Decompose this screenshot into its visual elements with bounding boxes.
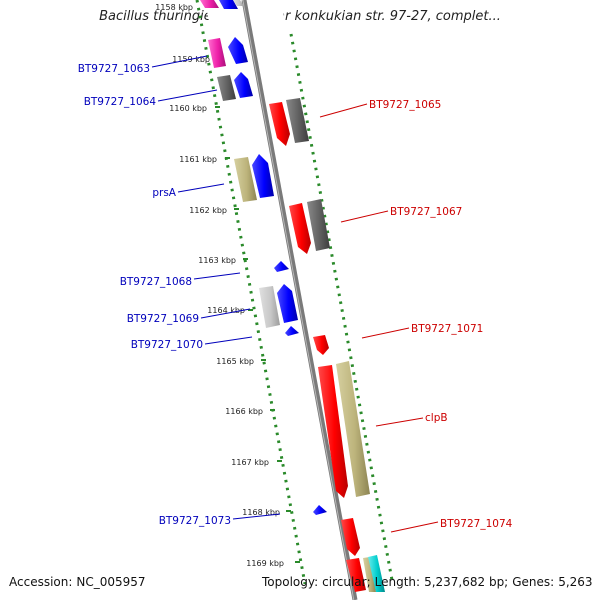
scale-tick-1168: 1168 kbp: [242, 508, 291, 517]
gene-BT9727-1070[interactable]: [285, 326, 299, 336]
scale-tick-1164: 1164 kbp: [207, 306, 253, 315]
left-label-text: BT9727_1063: [78, 63, 150, 75]
label-BT9727_1069[interactable]: BT9727_1069: [127, 308, 251, 325]
right-label-text: BT9727_1071: [411, 323, 483, 335]
label-BT9727_1070[interactable]: BT9727_1070: [131, 336, 253, 351]
gene-clpB[interactable]: [318, 365, 348, 498]
left-label-text: BT9727_1064: [84, 96, 157, 108]
scale-ticks: 1158 kbp 1159 kbp 1160 kbp 1161 kbp 1162…: [155, 3, 300, 568]
scale-tick-label: 1168 kbp: [242, 508, 280, 517]
gene-BT9727-1071[interactable]: [313, 335, 329, 355]
gene-olive-bottom[interactable]: [363, 557, 376, 592]
topology-label: Topology:: [262, 575, 319, 589]
scale-tick-label: 1167 kbp: [231, 458, 269, 467]
gene-BT9727-1068[interactable]: [274, 261, 289, 272]
label-BT9727_1064[interactable]: BT9727_1064: [84, 89, 218, 108]
scale-tick-label: 1163 kbp: [198, 256, 236, 265]
scale-tick-1160: 1160 kbp: [169, 104, 220, 113]
length-label: Length:: [374, 575, 421, 589]
gene-BT9727-1067[interactable]: [289, 203, 311, 254]
left-labels: BT9727_1063 BT9727_1064 prsA BT9727_1068…: [78, 55, 281, 527]
scale-tick-label: 1158 kbp: [155, 3, 193, 12]
left-label-text: BT9727_1073: [159, 515, 231, 527]
genome-backbone: [241, 0, 358, 600]
label-BT9727_1074[interactable]: BT9727_1074: [390, 518, 513, 533]
left-label-text: BT9727_1070: [131, 339, 203, 351]
label-BT9727_1073[interactable]: BT9727_1073: [159, 513, 281, 527]
scale-tick-1167: 1167 kbp: [231, 458, 282, 467]
scale-tick-label: 1162 kbp: [189, 206, 227, 215]
accession-value: NC_005957: [76, 575, 146, 589]
label-BT9727_1065[interactable]: BT9727_1065: [319, 99, 441, 118]
gene-dgray-1065b[interactable]: [286, 98, 309, 143]
left-label-text: BT9727_1069: [127, 313, 199, 325]
scale-tick-1165: 1165 kbp: [216, 357, 266, 366]
scale-tick-label: 1166 kbp: [225, 407, 263, 416]
gene-BT9727-1069[interactable]: [277, 284, 298, 323]
length-value: 5,237,682 bp;: [424, 575, 509, 589]
footer-accession: Accession: NC_005957: [9, 575, 146, 589]
left-dotted-guide: [195, 0, 307, 585]
right-labels: BT9727_1065 BT9727_1067 BT9727_1071 clpB…: [319, 99, 513, 533]
gene-cyan-bottom[interactable]: [368, 555, 385, 592]
scale-tick-label: 1160 kbp: [169, 104, 207, 113]
right-label-text: clpB: [425, 412, 448, 424]
scale-tick-label: 1165 kbp: [216, 357, 254, 366]
gene-BT9727-1064[interactable]: [217, 75, 236, 101]
gene-gray-top[interactable]: [233, 0, 244, 6]
label-BT9727_1067[interactable]: BT9727_1067: [340, 206, 462, 223]
label-BT9727_1068[interactable]: BT9727_1068: [120, 272, 241, 288]
right-label-text: BT9727_1065: [369, 99, 441, 111]
genes-label: Genes:: [512, 575, 555, 589]
scale-tick-1161: 1161 kbp: [179, 155, 230, 164]
gene-lgray-1069[interactable]: [259, 286, 280, 328]
left-label-text: prsA: [152, 187, 176, 199]
gene-features[interactable]: [200, 0, 385, 592]
genome-backbone-highlight: [242, 0, 355, 600]
gene-prsA[interactable]: [252, 154, 274, 198]
scale-tick-label: 1164 kbp: [207, 306, 245, 315]
scale-tick-1169: 1169 kbp: [246, 559, 300, 568]
gene-BT9727-1073[interactable]: [313, 505, 327, 515]
scale-tick-1162: 1162 kbp: [189, 206, 239, 215]
gene-BT9727-1065[interactable]: [269, 102, 290, 146]
gene-red-bottom[interactable]: [346, 558, 366, 592]
gene-BT9727-1074[interactable]: [341, 518, 360, 556]
gene-olive-prsA[interactable]: [234, 157, 257, 202]
accession-label: Accession:: [9, 575, 73, 589]
label-clpB[interactable]: clpB: [375, 412, 448, 427]
label-BT9727_1063[interactable]: BT9727_1063: [78, 55, 208, 75]
gene-blue-1063b[interactable]: [228, 37, 248, 64]
gene-magenta-top[interactable]: [200, 0, 219, 8]
gene-blue-1064b[interactable]: [234, 72, 253, 98]
right-label-text: BT9727_1067: [390, 206, 462, 218]
gene-BT9727-1063[interactable]: [208, 38, 226, 68]
label-BT9727_1071[interactable]: BT9727_1071: [361, 323, 483, 339]
scale-tick-1163: 1163 kbp: [198, 256, 248, 265]
gene-blue-top[interactable]: [219, 0, 238, 9]
label-prsA[interactable]: prsA: [152, 183, 225, 199]
scale-tick-1166: 1166 kbp: [225, 407, 275, 416]
scale-tick-label: 1161 kbp: [179, 155, 217, 164]
gene-dgray-1067b[interactable]: [307, 199, 330, 251]
right-label-text: BT9727_1074: [440, 518, 513, 530]
map-title: Bacillus thuringiensis serovar konkukian…: [99, 9, 501, 24]
footer-summary: Topology: circular; Length: 5,237,682 bp; Ge…: [262, 575, 593, 589]
scale-tick-label: 1169 kbp: [246, 559, 284, 568]
gene-olive-clpB[interactable]: [336, 361, 370, 497]
genes-value: 5,263: [558, 575, 593, 589]
left-label-text: BT9727_1068: [120, 276, 192, 288]
topology-value: circular;: [322, 575, 371, 589]
